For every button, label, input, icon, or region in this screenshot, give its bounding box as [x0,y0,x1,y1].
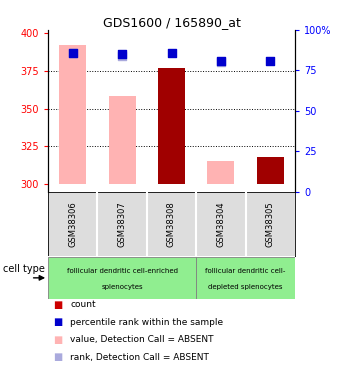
Point [70,50,75,55]
Point [268,58,273,64]
Text: ■: ■ [53,317,62,327]
Text: follicular dendritic cell-enriched: follicular dendritic cell-enriched [67,268,178,274]
Point [218,59,224,65]
Bar [207,161,235,184]
Text: GSM38308: GSM38308 [167,201,176,247]
Text: splenocytes: splenocytes [101,284,143,290]
Text: GSM38304: GSM38304 [216,201,225,247]
Text: value, Detection Call = ABSENT: value, Detection Call = ABSENT [70,335,214,344]
Text: GSM38306: GSM38306 [68,201,77,247]
Text: cell type: cell type [3,264,45,274]
Point [119,53,125,59]
Bar [196,257,295,298]
Point [119,51,125,57]
Text: percentile rank within the sample: percentile rank within the sample [70,318,223,327]
Text: ■: ■ [53,334,62,345]
Text: depleted splenocytes: depleted splenocytes [208,284,283,290]
Text: count: count [70,300,96,309]
Text: ■: ■ [53,352,62,362]
Text: GSM38307: GSM38307 [118,201,127,247]
Point [169,50,174,55]
Point [70,50,75,55]
Title: GDS1600 / 165890_at: GDS1600 / 165890_at [103,16,240,29]
Text: follicular dendritic cell-: follicular dendritic cell- [205,268,286,274]
Bar [158,68,185,184]
Bar [257,157,284,184]
Text: GSM38305: GSM38305 [266,201,275,247]
Point [218,58,224,64]
Bar [59,45,86,184]
Bar [48,257,196,298]
Text: rank, Detection Call = ABSENT: rank, Detection Call = ABSENT [70,353,209,362]
Text: ■: ■ [53,300,62,310]
Bar [108,96,136,184]
